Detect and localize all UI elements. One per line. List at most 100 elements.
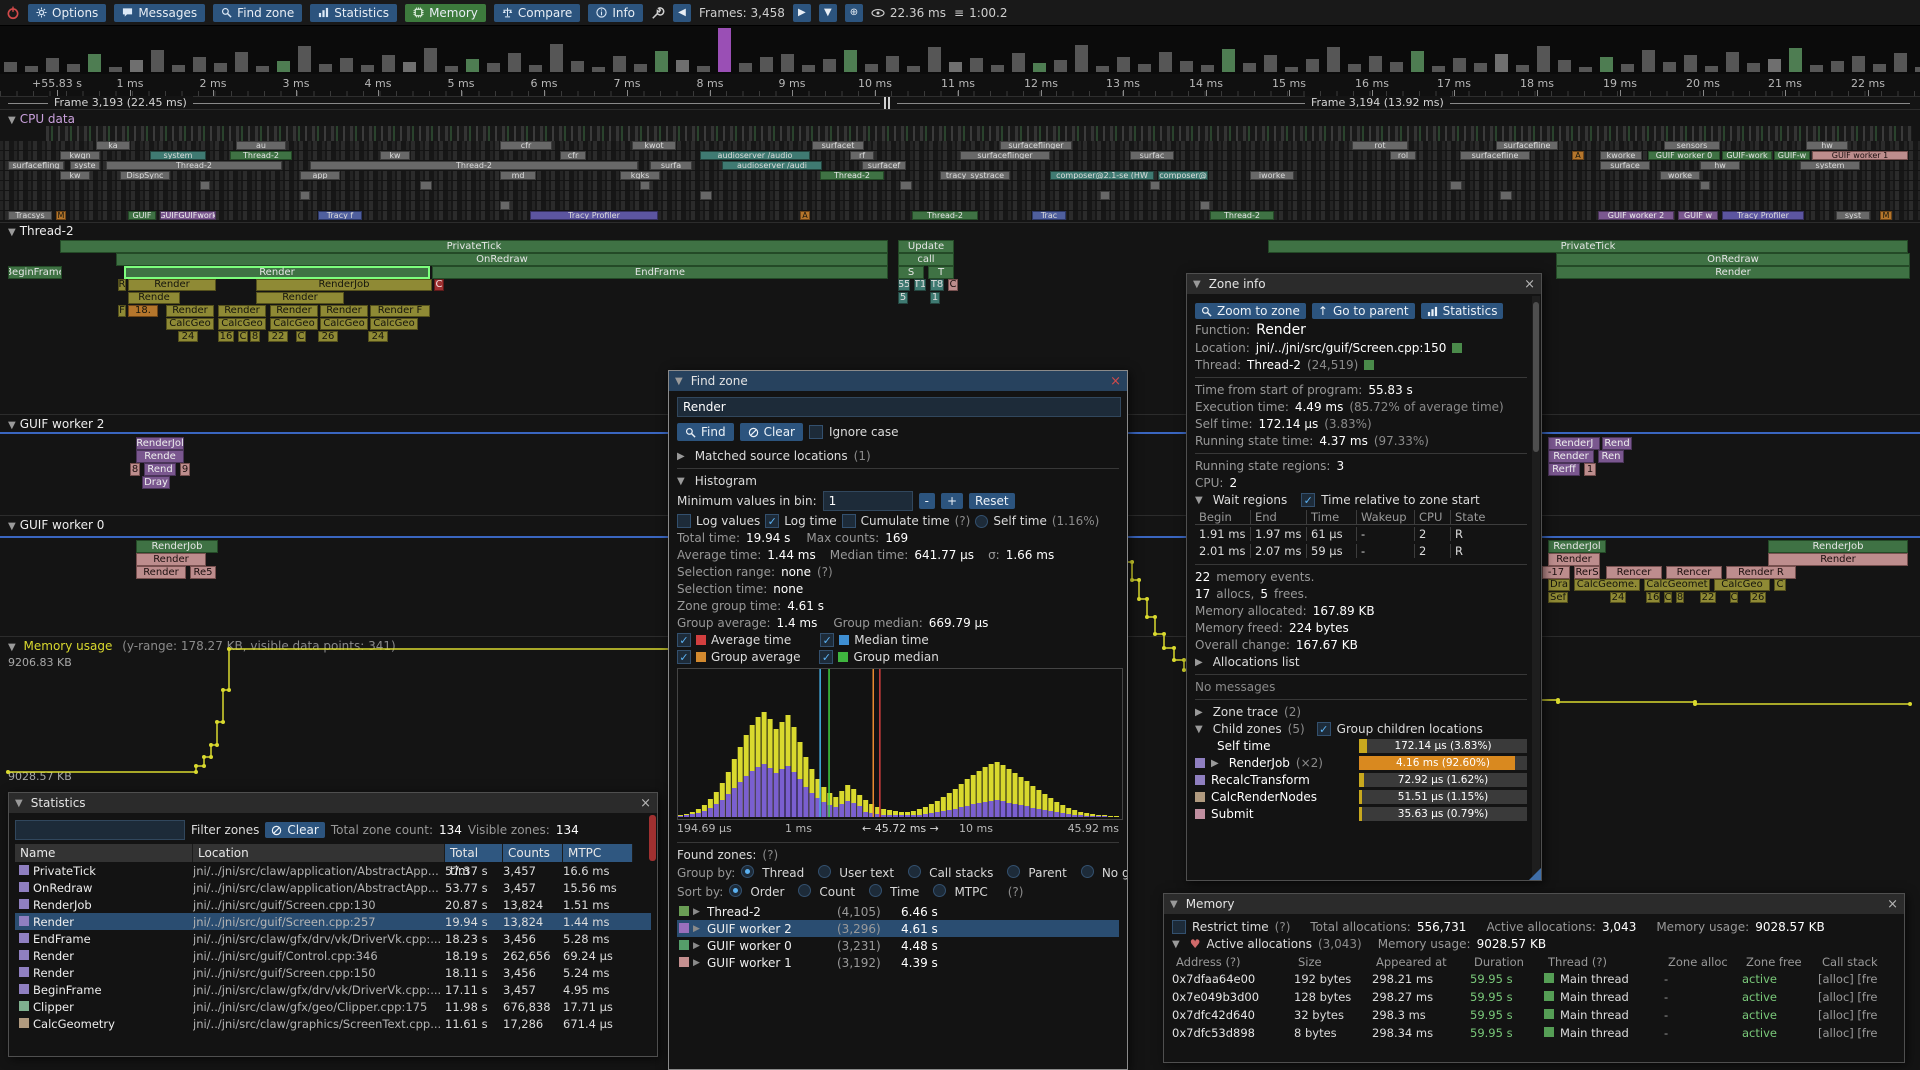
timeline-zone[interactable] [300,191,310,200]
timeline-zone-24[interactable]: 24 [368,331,388,342]
frame-bar-item[interactable] [676,60,689,72]
info-button[interactable]: Info [588,3,644,22]
timeline-zone-f[interactable]: F [118,305,126,317]
radio-button[interactable] [908,865,922,878]
frame-bar-item[interactable] [1390,62,1403,72]
frame-bar-item[interactable] [214,63,227,72]
timeline-zone-rot[interactable]: rot [1352,141,1408,150]
found-zone-group-row[interactable]: ▶ Thread-2 (4,105) 6.46 s [677,903,1119,920]
timeline-zone-t[interactable]: T [928,266,954,279]
timeline-zone-thread-2[interactable]: Thread-2 [1210,211,1274,220]
statistics-row[interactable]: CalcGeometry jni/../jni/src/claw/graphics… [15,1015,651,1032]
frame-bar-item[interactable] [886,56,899,72]
timeline-zone-5[interactable]: 5 [898,292,908,304]
col-zone-alloc[interactable]: Zone alloc [1668,955,1728,969]
cumulate-time-checkbox[interactable] [841,514,856,528]
frame-bar-item[interactable] [445,66,458,72]
collapse-icon[interactable]: ▼ [1170,898,1178,910]
frame-bar-item[interactable] [1474,63,1487,72]
timeline-zone-rerff[interactable]: Rerff [1548,463,1580,476]
timeline-zone-sef[interactable]: Sef [1548,592,1568,603]
timeline-zone-render[interactable]: Render [1548,450,1594,463]
histogram-canvas[interactable] [678,669,1120,817]
col-location[interactable]: Location [193,844,445,862]
frame-bar-item[interactable] [340,58,353,72]
frame-bar-item[interactable] [634,64,647,72]
timeline-zone-renderjol[interactable]: RenderJol [136,437,184,450]
frame-bar-item[interactable] [1138,64,1151,72]
timeline-zone-guif-worker-0[interactable]: GUIF worker 0 [1648,151,1720,160]
prev-frame-button[interactable]: ◀ [673,3,692,22]
timeline-zone-guifguifwork[interactable]: GUIFGUIFwork [160,211,216,220]
radio-button[interactable] [869,884,883,897]
child-zone-row[interactable]: Self time 172.14 μs (3.83%) [1195,739,1527,753]
collapse-icon[interactable]: ▼ [1193,278,1201,290]
timeline-zone-surfac[interactable]: surfac [1130,151,1174,160]
timeline-zone-rers[interactable]: RerS [1574,566,1600,579]
restrict-time-checkbox[interactable] [1172,920,1186,934]
frame-bar-item[interactable] [25,66,38,72]
timeline-zone-tracy-profiler[interactable]: Tracy Profiler [530,211,658,220]
timeline-zone-rol[interactable]: rol [1390,151,1416,160]
timeline-zone-cfr[interactable]: cfr [560,151,586,160]
frame-bar-item[interactable] [256,66,269,72]
active-allocations-label[interactable]: Active allocations [1206,937,1312,951]
timeline-zone-1[interactable]: 1 [1584,463,1596,476]
timeline-zone-render-f[interactable]: Render F [370,305,430,317]
frame-bar-item[interactable] [802,65,815,72]
timeline-zone-16[interactable]: 16 [218,331,234,342]
group-by-option[interactable]: Thread [741,865,808,881]
allocations-list-label[interactable]: Allocations list [1212,655,1300,669]
statistics-button[interactable]: Statistics [1420,303,1504,319]
col-duration[interactable]: Duration [1474,955,1524,969]
frame-bar-item[interactable] [1537,46,1550,72]
group-children-checkbox[interactable]: ✓ [1316,722,1331,736]
timeline-zone-18-[interactable]: 18. [128,305,158,317]
allocation-row[interactable]: 0x7dfaa64e00 192 bytes 298.21 ms 59.95 s Mai… [1172,970,1896,988]
col-address[interactable]: Address (?) [1176,955,1241,969]
collapse-icon[interactable]: ▼ [1195,723,1203,735]
timeline-zone-renderjob[interactable]: RenderJob [1768,540,1908,553]
statistics-row[interactable]: Render jni/../jni/src/guif/Screen.cpp:257… [15,913,651,930]
found-zone-group-row[interactable]: ▶ GUIF worker 2 (3,296) 4.61 s [677,920,1119,937]
col-size[interactable]: Size [1298,955,1322,969]
child-zone-row[interactable]: RecalcTransform 72.92 μs (1.62%) [1195,773,1527,787]
frame-bar-item[interactable] [970,58,983,72]
frame-bar-item[interactable] [1915,67,1920,72]
timeline-zone-update[interactable]: Update [898,240,954,253]
timeline-zone-md[interactable]: md [500,171,536,180]
close-icon[interactable]: × [640,795,651,811]
frame-bar-item[interactable] [1789,48,1802,72]
timeline-zone-au[interactable]: au [236,141,286,150]
frame-bar-item[interactable] [718,28,731,72]
frame-bar-item[interactable] [571,61,584,72]
frame-bar-item[interactable] [508,53,521,72]
timeline-zone-rencer[interactable]: Rencer [1666,566,1722,579]
col-total-time[interactable]: Total tim [445,844,503,878]
find-button[interactable]: Find [677,423,734,441]
frame-bar-item[interactable] [781,54,794,72]
timeline-zone-9[interactable]: 9 [180,463,190,476]
frame-dropdown-button[interactable]: ▼ [818,3,837,22]
timeline-zone-onredraw[interactable]: OnRedraw [1556,253,1910,266]
timeline-zone-1[interactable]: 1 [930,292,940,304]
frame-bar-item[interactable] [1873,64,1886,72]
frame-bar-item[interactable] [1516,65,1529,72]
find-zone-histogram[interactable] [677,668,1123,820]
frame-bar-item[interactable] [1222,49,1235,72]
frame-bar-item[interactable] [1579,67,1592,72]
avg-time-checkbox[interactable]: ✓ [677,633,691,647]
timeline-zone-kwgn[interactable]: kwgn [60,151,100,160]
timeline-zone-surfacefline[interactable]: surfacefline [1460,151,1530,160]
wait-region-row[interactable]: 2.01 ms 2.07 ms 59 μs -2 R [1195,542,1527,559]
search-input[interactable] [677,397,1121,417]
timeline-zone[interactable] [1100,191,1110,200]
timeline-zone-thread-2[interactable]: Thread-2 [106,161,282,170]
timeline-zone-22[interactable]: 22 [268,331,288,342]
scrollbar[interactable] [649,815,656,861]
timeline-zone-syst[interactable]: syst [1836,211,1870,220]
timeline-zone-rend[interactable]: Rend [1602,437,1632,450]
reset-button[interactable]: Reset [969,493,1015,509]
clear-filter-button[interactable]: Clear [265,822,325,838]
collapse-icon[interactable]: ▼ [15,797,23,809]
